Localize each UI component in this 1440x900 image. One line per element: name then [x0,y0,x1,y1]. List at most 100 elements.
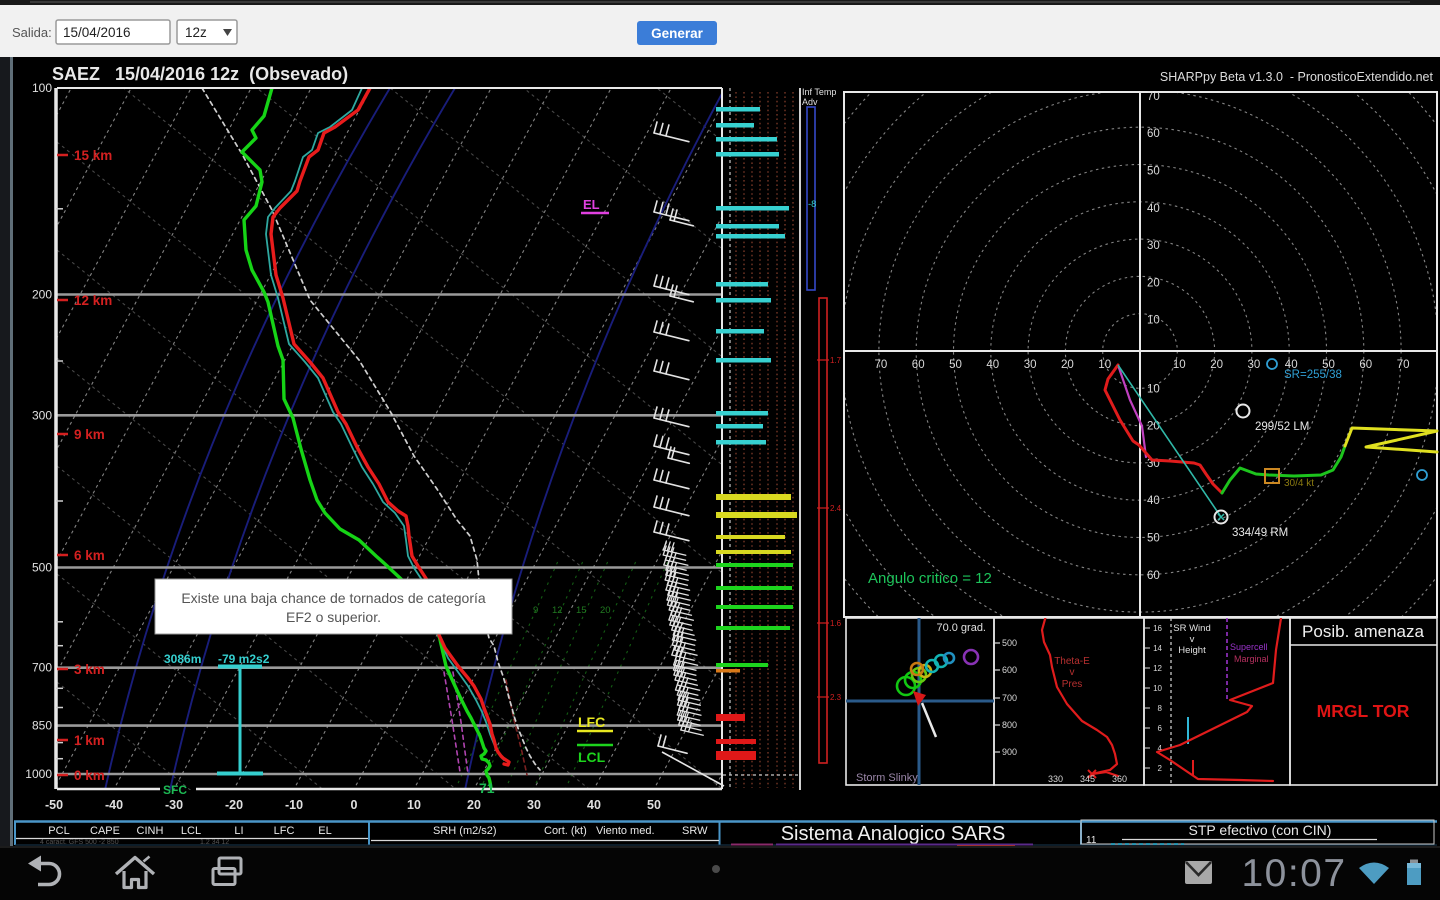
svg-text:v: v [1070,667,1075,678]
svg-text:40: 40 [1147,495,1160,507]
svg-text:2.4: 2.4 [830,504,842,513]
svg-text:4: 4 [1158,744,1163,753]
svg-text:Height: Height [1178,645,1206,656]
svg-text:71: 71 [479,780,495,796]
svg-text:14: 14 [1153,644,1162,653]
svg-text:-50: -50 [45,798,63,812]
svg-text:1.2 34 12: 1.2 34 12 [200,839,229,846]
svg-text:300: 300 [32,408,52,422]
svg-text:LI: LI [234,825,243,837]
svg-text:Salida:: Salida: [12,25,52,40]
svg-text:12: 12 [552,605,563,616]
svg-text:-20: -20 [225,798,243,812]
svg-text:50: 50 [1322,359,1335,371]
svg-text:Marginal: Marginal [1234,654,1269,664]
svg-text:70: 70 [1147,91,1160,103]
svg-text:60: 60 [912,359,925,371]
svg-text:200: 200 [32,288,52,302]
svg-text:500: 500 [1002,638,1017,648]
svg-text:10: 10 [1153,684,1162,693]
svg-text:12 km: 12 km [74,293,112,308]
svg-text:20: 20 [600,605,611,616]
svg-text:Supercell: Supercell [1230,642,1268,652]
svg-text:30: 30 [1024,359,1037,371]
svg-text:60: 60 [1359,359,1372,371]
svg-text:20: 20 [1147,277,1160,289]
svg-text:700: 700 [32,661,52,675]
svg-text:MRGL TOR: MRGL TOR [1317,701,1410,721]
svg-text:2: 2 [1158,764,1163,773]
svg-text:10:07: 10:07 [1241,852,1346,895]
svg-text:Inf Temp: Inf Temp [802,87,836,97]
svg-text:8: 8 [1158,704,1163,713]
svg-text:60: 60 [1147,570,1160,582]
svg-text:Existe una baja chance de torn: Existe una baja chance de tornados de ca… [181,590,486,606]
svg-text:0: 0 [351,798,358,812]
svg-text:850: 850 [32,719,52,733]
svg-text:SFC: SFC [163,783,187,797]
svg-text:LFC: LFC [274,825,295,837]
svg-text:3086m: 3086m [164,652,201,666]
svg-text:12: 12 [1153,664,1162,673]
svg-text:50: 50 [1147,533,1160,545]
svg-text:2.3: 2.3 [830,693,842,702]
svg-text:9 km: 9 km [74,427,105,442]
svg-text:30: 30 [1147,240,1160,252]
svg-text:299/52 LM: 299/52 LM [1255,421,1309,433]
svg-text:1.7: 1.7 [830,356,842,365]
svg-text:16: 16 [1153,624,1162,633]
svg-text:Pres: Pres [1062,679,1083,690]
svg-text:1 km: 1 km [74,733,105,748]
svg-text:10: 10 [1173,359,1186,371]
svg-text:3 km: 3 km [74,662,105,677]
svg-text:EL: EL [318,825,331,837]
svg-text:10: 10 [1147,315,1160,327]
svg-text:10: 10 [407,798,421,812]
svg-text:LCL: LCL [578,749,606,765]
svg-text:4 caract. GFS 500 -2 850: 4 caract. GFS 500 -2 850 [40,839,119,846]
svg-text:0 km: 0 km [74,768,105,783]
svg-text:1.6: 1.6 [830,619,842,628]
svg-text:Generar: Generar [651,26,704,41]
svg-text:40: 40 [1147,203,1160,215]
svg-text:SRW: SRW [682,825,708,837]
svg-text:30: 30 [1248,359,1261,371]
svg-text:600: 600 [1002,665,1017,675]
svg-text:11: 11 [1086,835,1097,846]
svg-text:50: 50 [647,798,661,812]
svg-text:CINH: CINH [137,825,164,837]
svg-text:360: 360 [1112,774,1127,784]
svg-text:LCL: LCL [181,825,201,837]
svg-text:70: 70 [1397,359,1410,371]
svg-text:500: 500 [32,560,52,574]
svg-text:12z: 12z [185,25,207,40]
svg-text:20: 20 [467,798,481,812]
svg-text:1000: 1000 [25,767,52,781]
svg-text:CAPE: CAPE [90,825,120,837]
svg-text:330: 330 [1048,774,1063,784]
svg-text:-8: -8 [808,199,816,210]
svg-text:800: 800 [1002,720,1017,730]
svg-text:LFC: LFC [578,714,605,730]
svg-text:Angulo critico = 12: Angulo critico = 12 [868,570,992,587]
svg-text:SHARPpy Beta v1.3.0 - Pronost: SHARPpy Beta v1.3.0 - PronosticoExtendid… [1160,70,1434,84]
svg-text:-30: -30 [165,798,183,812]
svg-text:70.0 grad.: 70.0 grad. [936,622,986,634]
svg-text:-10: -10 [285,798,303,812]
svg-text:Sistema Analogico SARS: Sistema Analogico SARS [781,823,1006,845]
svg-text:10: 10 [1147,383,1160,395]
svg-text:Adv: Adv [802,97,818,107]
svg-text:15 km: 15 km [74,148,112,163]
svg-text:15/04/2016: 15/04/2016 [63,25,131,40]
svg-text:-40: -40 [105,798,123,812]
svg-text:Storm Slinky: Storm Slinky [856,772,918,784]
svg-text:70: 70 [875,359,888,371]
svg-text:6 km: 6 km [74,548,105,563]
svg-text:20: 20 [1061,359,1074,371]
svg-text:Viento med.: Viento med. [596,825,655,837]
svg-text:50: 50 [1147,166,1160,178]
svg-text:EF2 o superior.: EF2 o superior. [286,609,381,625]
svg-text:SAEZ 15/04/2016 12z (Obseva: SAEZ 15/04/2016 12z (Obsevado) [52,64,348,84]
svg-text:SR Wind: SR Wind [1173,623,1210,634]
svg-text:345: 345 [1080,774,1095,784]
